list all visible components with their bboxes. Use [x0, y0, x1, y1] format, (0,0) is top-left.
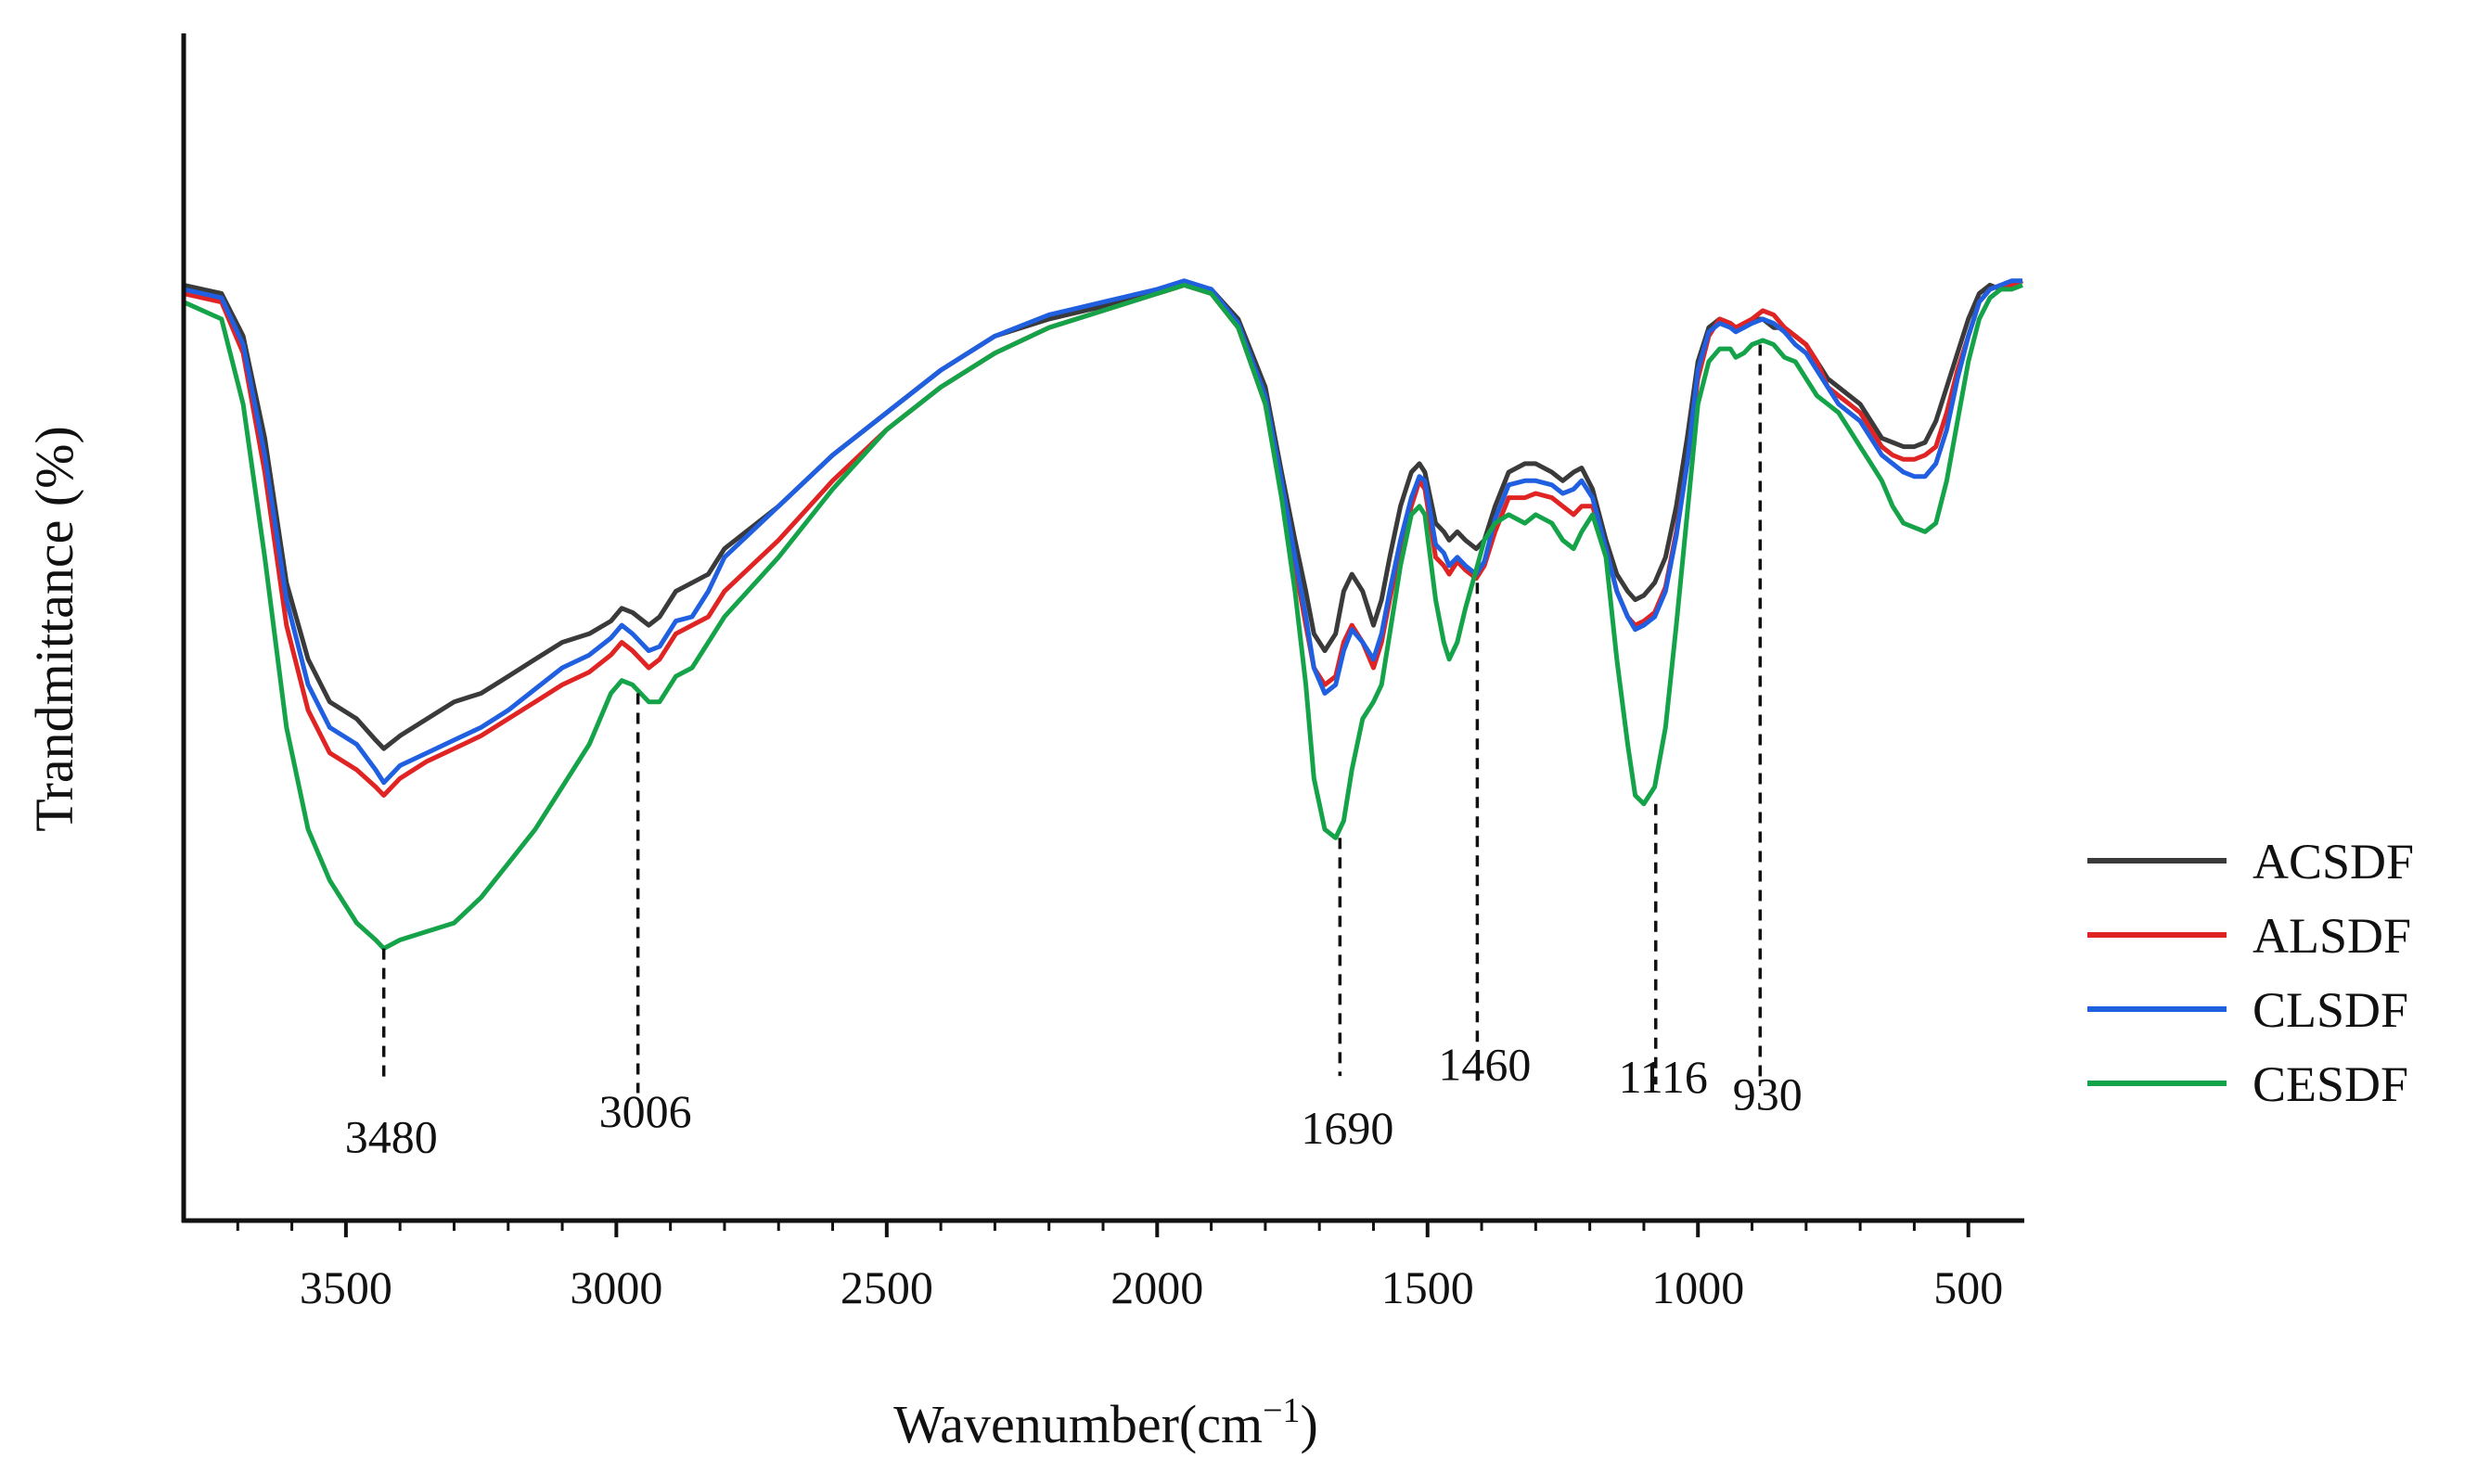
- peak-label: 1690: [1301, 1102, 1393, 1154]
- legend-box: [2050, 790, 2486, 1120]
- plot-area: 3480 3006 1690 1460 1116 930: [182, 278, 2023, 1162]
- x-tick-label: 3000: [570, 1261, 662, 1313]
- x-axis-title: Wavenumber(cm−1): [893, 1391, 1318, 1454]
- legend-label-cesdf: CESDF: [2253, 1056, 2408, 1112]
- peak-label: 930: [1733, 1068, 1803, 1119]
- axes: 3500 3000 2500 2000 1500 1000 500: [181, 33, 2024, 1313]
- legend-label-alsdf: ALSDF: [2253, 908, 2411, 964]
- legend: ACSDF ALSDF CLSDF CESDF: [2050, 790, 2486, 1120]
- legend-label-clsdf: CLSDF: [2253, 982, 2408, 1038]
- x-tick-label: 1000: [1651, 1261, 1744, 1313]
- peak-annotations: 3480 3006 1690 1460 1116 930: [345, 344, 1803, 1162]
- x-axis-title-superscript: −1: [1263, 1391, 1300, 1430]
- y-axis-title: Trandmittance (%): [24, 426, 84, 832]
- series-line-clsdf: [183, 278, 2022, 786]
- series-lines: [182, 278, 2023, 952]
- x-tick-label: 500: [1933, 1261, 2003, 1313]
- x-ticks: 3500 3000 2500 2000 1500 1000 500: [236, 1221, 2003, 1313]
- peak-label: 3006: [599, 1085, 692, 1137]
- x-axis-title-main: Wavenumber(cm: [893, 1394, 1263, 1454]
- x-tick-label: 1500: [1381, 1261, 1474, 1313]
- x-axis-title-suffix: ): [1301, 1394, 1318, 1454]
- peak-label: 3480: [345, 1110, 438, 1162]
- x-tick-label: 2000: [1110, 1261, 1203, 1313]
- x-tick-label: 2500: [841, 1261, 933, 1313]
- legend-label-acsdf: ACSDF: [2253, 834, 2414, 889]
- peak-label: 1460: [1438, 1038, 1531, 1090]
- series-line-alsdf: [183, 278, 2023, 798]
- peak-label: 1116: [1619, 1051, 1708, 1103]
- series-line-cesdf: [182, 282, 2023, 952]
- x-tick-label: 3500: [300, 1261, 392, 1313]
